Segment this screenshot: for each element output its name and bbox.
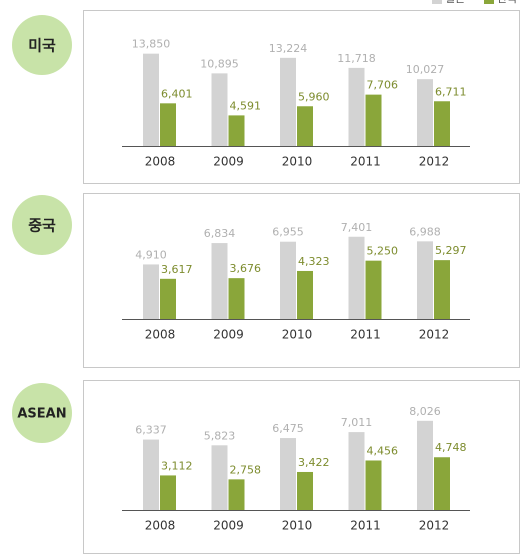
bar [280,241,296,319]
bar [434,457,450,510]
value-label: 5,823 [204,429,236,442]
value-label: 6,834 [204,227,236,240]
value-label: 3,676 [230,262,262,275]
value-label: 2,758 [230,463,262,476]
value-label: 10,895 [200,57,239,70]
bar [228,115,245,146]
bar [228,479,245,510]
legend-swatch [432,0,442,4]
bar [143,439,159,510]
legend-label: 일본 [445,0,465,5]
bar [297,106,313,146]
bar [417,420,433,510]
x-tick-label: 2012 [419,519,450,533]
x-tick-label: 2011 [350,155,381,169]
x-tick-label: 2010 [282,328,313,342]
panel-title: ASEAN [17,407,66,422]
value-label: 4,591 [230,99,262,112]
value-label: 5,297 [435,244,467,257]
bar [211,445,228,510]
value-label: 3,422 [298,456,330,469]
value-label: 6,401 [161,87,193,100]
bar [417,79,433,146]
bar [297,471,313,510]
bar [160,103,176,146]
legend-label: 한국 [497,0,517,5]
x-tick-label: 2010 [282,519,313,533]
x-tick-label: 2011 [350,519,381,533]
panel-frame [83,380,520,554]
panel-badge [12,15,72,75]
x-tick-label: 2012 [419,155,450,169]
panel-frame [83,10,520,184]
value-label: 8,026 [409,405,441,418]
x-tick-label: 2008 [145,155,176,169]
bar [417,241,433,319]
bar [348,236,365,319]
value-label: 13,850 [132,38,171,51]
bar [434,260,450,319]
value-label: 4,323 [298,255,330,268]
value-label: 6,988 [409,225,441,238]
x-tick-label: 2010 [282,155,313,169]
x-tick-label: 2011 [350,328,381,342]
bar [143,264,159,319]
bar [348,67,365,146]
bar [365,94,382,146]
x-tick-label: 2008 [145,328,176,342]
panel-badge [12,383,72,443]
panel-title: 미국 [28,37,56,55]
value-label: 7,706 [367,79,399,92]
legend-swatch [484,0,494,4]
bar [365,460,382,510]
bar [280,438,296,510]
value-label: 10,027 [406,63,445,76]
x-tick-label: 2009 [213,155,244,169]
value-label: 5,250 [367,245,399,258]
x-tick-label: 2012 [419,328,450,342]
value-label: 4,456 [367,444,399,457]
bar [228,278,245,319]
x-tick-label: 2009 [213,328,244,342]
bar [211,73,228,146]
value-label: 11,718 [337,52,376,65]
panel-title: 중국 [28,217,56,235]
bar [365,260,382,319]
bar [211,243,228,319]
panel-badge [12,195,72,255]
bar [434,101,450,146]
value-label: 13,224 [269,42,308,55]
value-label: 4,910 [135,248,167,261]
panel-frame [83,193,520,368]
value-label: 6,475 [272,422,304,435]
bar [143,53,159,146]
value-label: 6,955 [272,226,304,239]
bar [160,278,176,319]
bar [280,57,296,147]
value-label: 7,401 [341,221,373,234]
value-label: 3,617 [161,263,193,276]
bar [297,270,313,319]
x-tick-label: 2008 [145,519,176,533]
value-label: 6,711 [435,85,467,98]
value-label: 3,112 [161,459,193,472]
x-tick-label: 2009 [213,519,244,533]
bar [348,432,365,510]
value-label: 4,748 [435,441,467,454]
value-label: 6,337 [135,424,167,437]
value-label: 5,960 [298,90,330,103]
bar [160,475,176,510]
value-label: 7,011 [341,416,373,429]
